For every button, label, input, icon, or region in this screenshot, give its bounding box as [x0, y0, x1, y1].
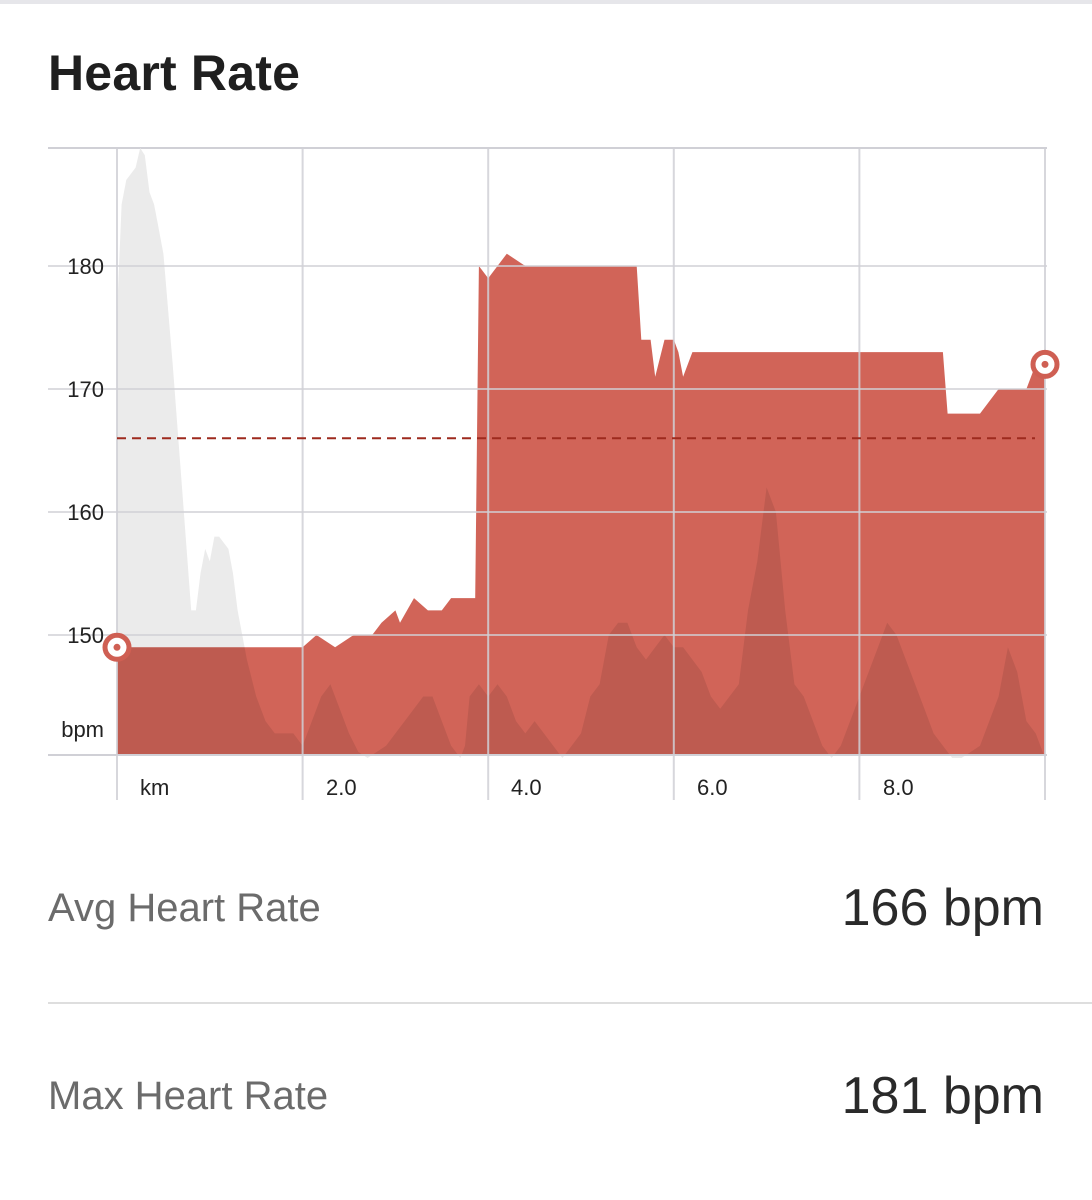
y-axis-unit-label: bpm — [61, 717, 104, 742]
y-tick-label-180: 180 — [67, 254, 104, 279]
y-tick-label-160: 160 — [67, 500, 104, 525]
max-heart-rate-label: Max Heart Rate — [48, 1074, 329, 1118]
page-title: Heart Rate — [48, 45, 301, 101]
max-heart-rate-value: 181 bpm — [841, 1067, 1044, 1125]
x-tick-label-8: 8.0 — [883, 775, 914, 800]
y-tick-label-150: 150 — [67, 623, 104, 648]
heart-rate-area — [117, 253, 1045, 755]
y-tick-label-170: 170 — [67, 377, 104, 402]
heart-rate-chart[interactable] — [0, 120, 1092, 810]
elevation-overlay-area — [117, 253, 1045, 755]
top-divider — [0, 0, 1092, 4]
x-tick-label-6: 6.0 — [697, 775, 728, 800]
x-tick-label-4: 4.0 — [511, 775, 542, 800]
avg-heart-rate-value: 166 bpm — [841, 879, 1044, 937]
x-tick-label-2: 2.0 — [326, 775, 357, 800]
avg-heart-rate-label: Avg Heart Rate — [48, 886, 321, 930]
x-axis-unit-label: km — [140, 775, 170, 800]
start-marker-dot — [113, 643, 121, 651]
stats-divider — [48, 1002, 1092, 1004]
end-marker-dot — [1041, 360, 1049, 368]
